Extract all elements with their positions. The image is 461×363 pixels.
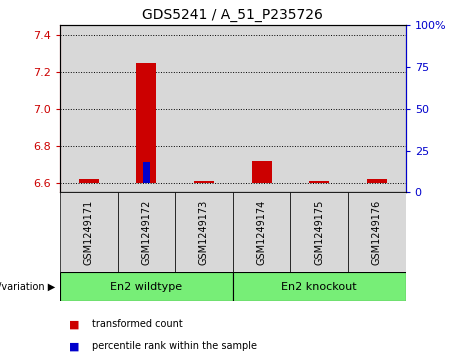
- Text: En2 knockout: En2 knockout: [281, 282, 357, 292]
- Bar: [367, 179, 387, 183]
- Text: ■: ■: [69, 341, 80, 351]
- Text: ■: ■: [69, 319, 80, 330]
- Text: GSM1249171: GSM1249171: [84, 200, 94, 265]
- Title: GDS5241 / A_51_P235726: GDS5241 / A_51_P235726: [142, 8, 323, 22]
- Bar: [233, 192, 290, 272]
- Bar: [348, 192, 406, 272]
- Bar: [79, 179, 99, 183]
- Text: GSM1249172: GSM1249172: [142, 200, 151, 265]
- Text: transformed count: transformed count: [92, 319, 183, 330]
- Bar: [175, 192, 233, 272]
- Text: GSM1249174: GSM1249174: [257, 200, 266, 265]
- Text: percentile rank within the sample: percentile rank within the sample: [92, 341, 257, 351]
- Text: GSM1249173: GSM1249173: [199, 200, 209, 265]
- Bar: [252, 161, 272, 183]
- Bar: [309, 181, 329, 183]
- Text: genotype/variation ▶: genotype/variation ▶: [0, 282, 55, 292]
- Text: GSM1249175: GSM1249175: [314, 200, 324, 265]
- Bar: [348, 25, 406, 192]
- Bar: [143, 162, 150, 183]
- Bar: [194, 181, 214, 183]
- Bar: [118, 192, 175, 272]
- Bar: [233, 272, 406, 301]
- Bar: [175, 25, 233, 192]
- Bar: [290, 25, 348, 192]
- Bar: [290, 192, 348, 272]
- Text: GSM1249176: GSM1249176: [372, 200, 382, 265]
- Bar: [136, 62, 156, 183]
- Bar: [118, 25, 175, 192]
- Bar: [60, 272, 233, 301]
- Bar: [60, 192, 118, 272]
- Text: En2 wildtype: En2 wildtype: [110, 282, 183, 292]
- Bar: [60, 25, 118, 192]
- Bar: [233, 25, 290, 192]
